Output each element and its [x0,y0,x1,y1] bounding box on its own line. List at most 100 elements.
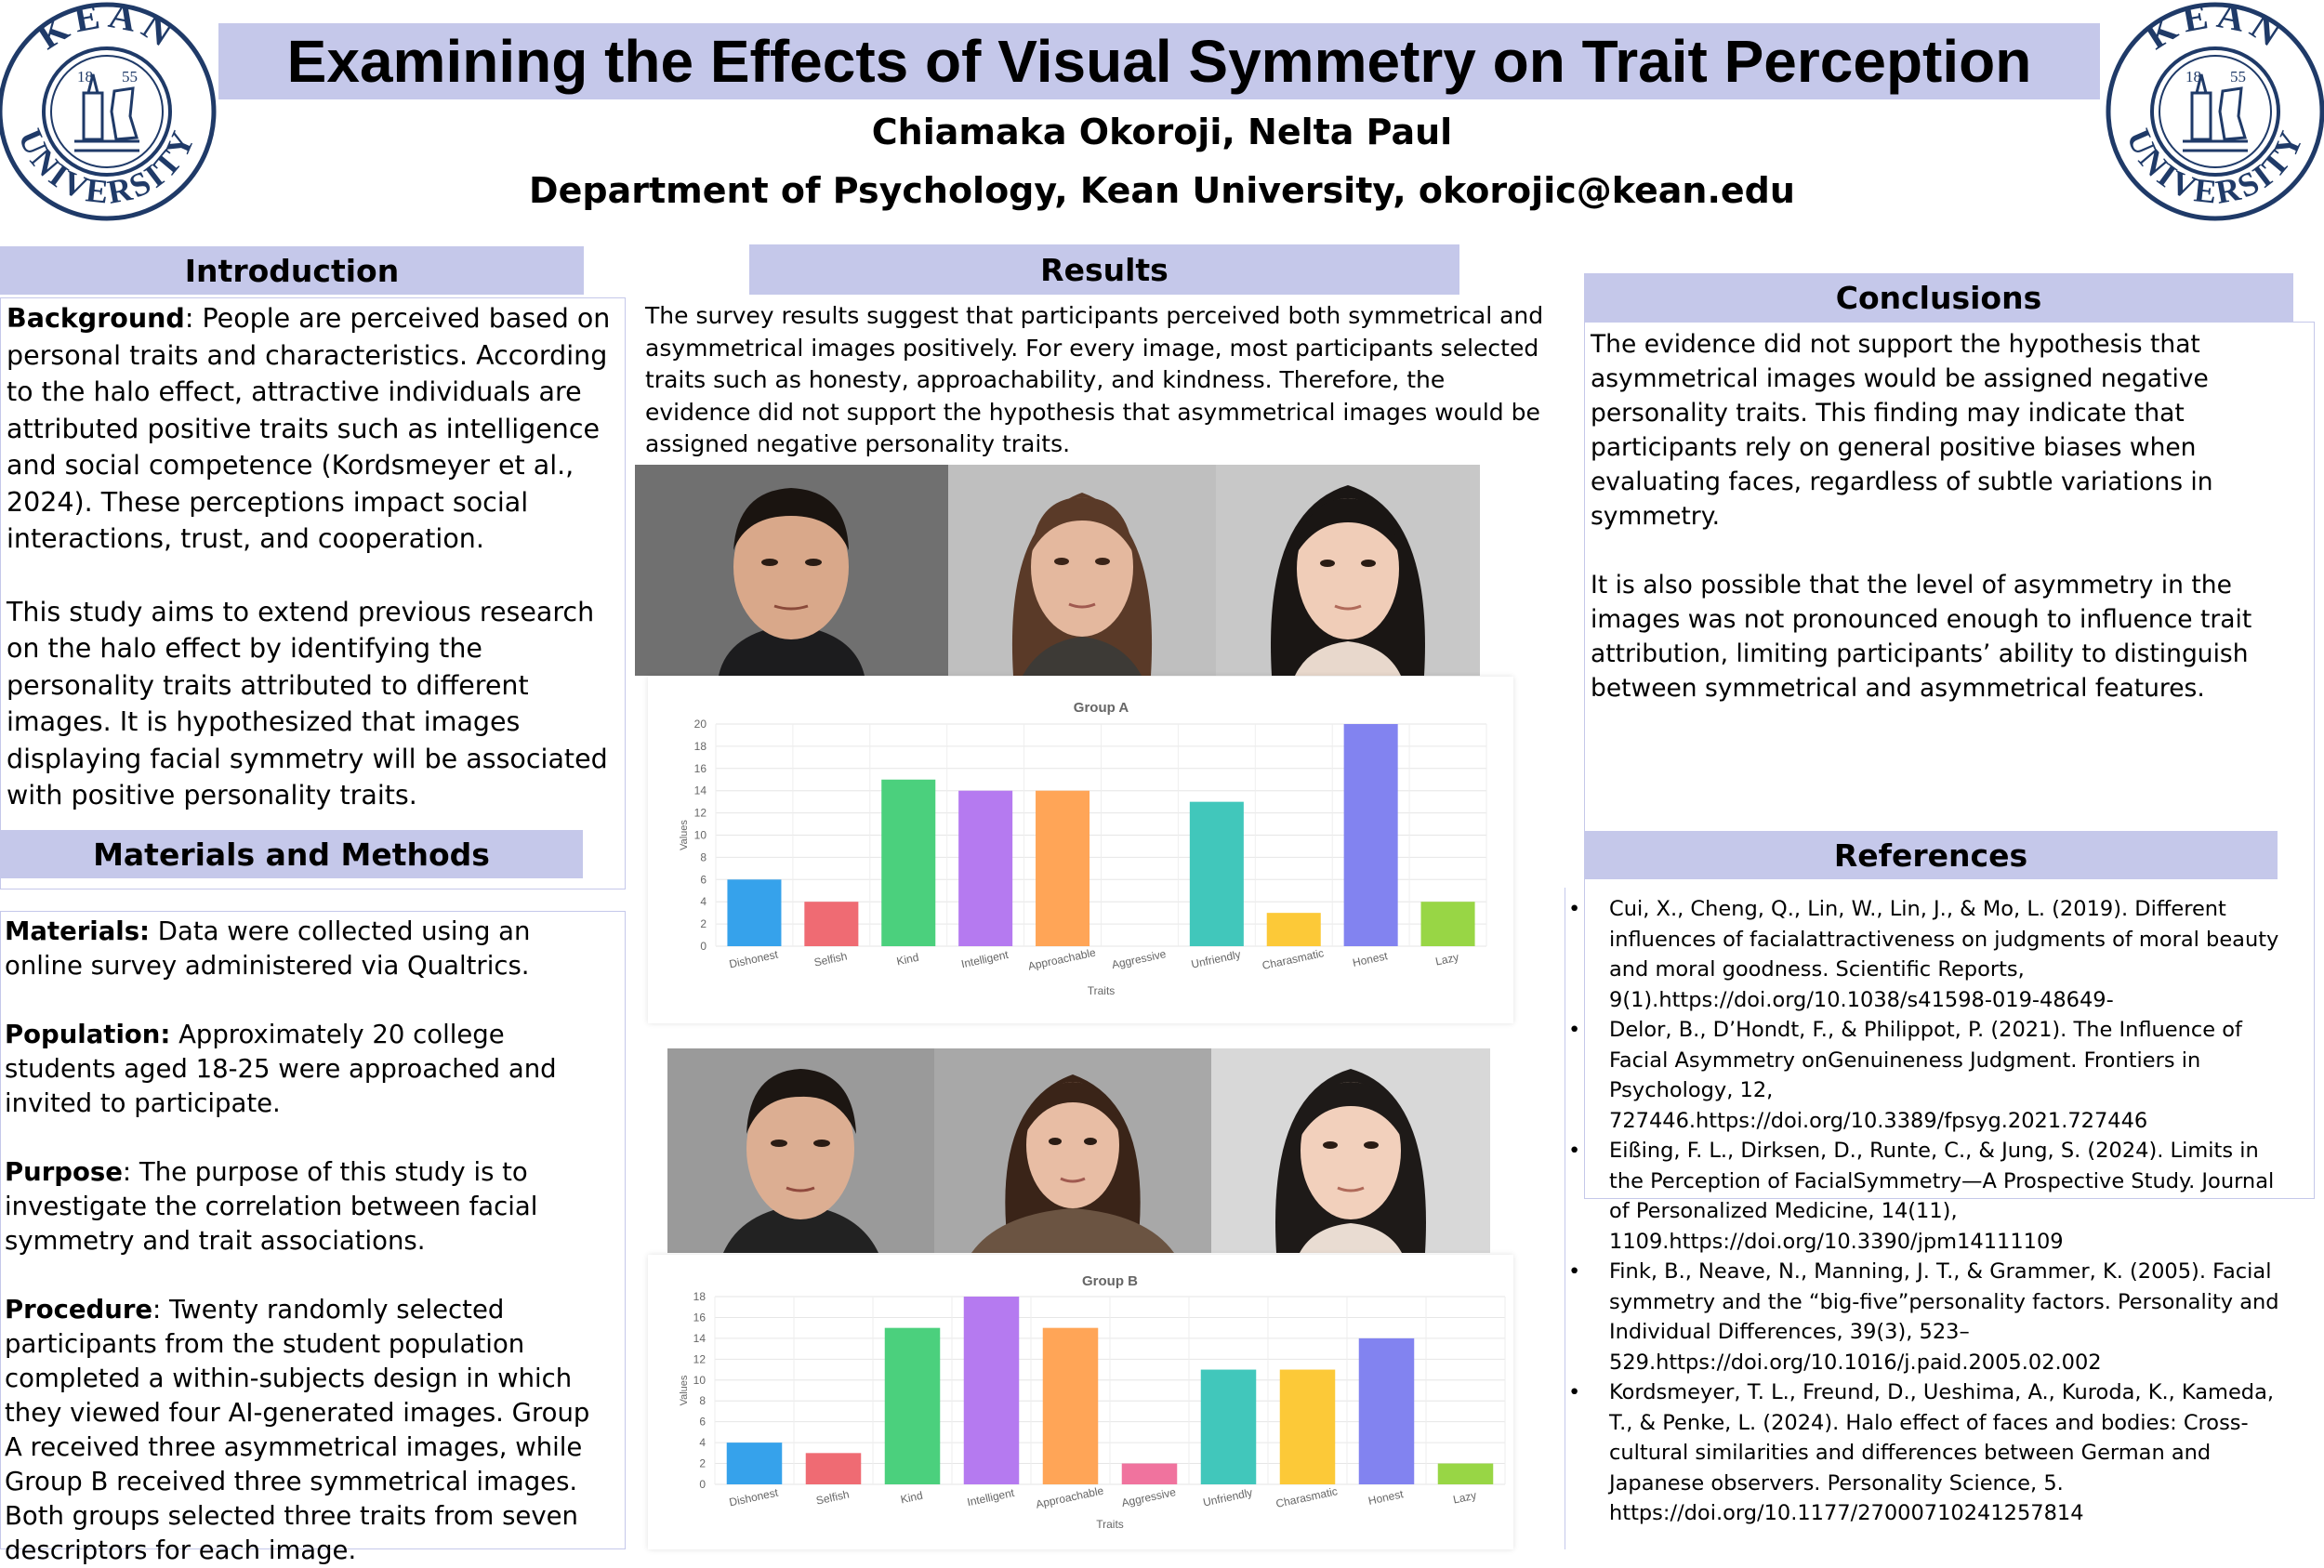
conclusions-para-1: The evidence did not support the hypothe… [1591,330,2213,531]
x-tick-label: Selfish [815,1487,851,1507]
bar-intelligent [958,790,1013,946]
bar-unfriendly [1189,801,1244,946]
poster-authors: Chiamaka Okoroji, Nelta Paul [871,112,1453,152]
group-a-face-2 [948,465,1216,676]
materials-label: Materials: [5,916,151,946]
group-b-face-2 [934,1048,1211,1253]
references-heading: References [1584,831,2278,879]
group-b-face-1 [667,1048,934,1253]
purpose-text: : The purpose of this study is to invest… [5,1157,538,1256]
procedure-label: Procedure [5,1295,153,1324]
bar-dishonest [727,879,782,946]
reference-item: Eißing, F. L., Dirksen, D., Runte, C., &… [1568,1136,2293,1257]
y-tick-label: 4 [700,895,706,908]
x-axis-label: Traits [1096,1518,1124,1531]
group-b-face-3 [1211,1048,1490,1253]
conclusions-body: The evidence did not support the hypothe… [1591,327,2308,705]
chart-title: Group A [1074,700,1129,716]
logo-year-right: 55 [122,68,138,86]
x-axis-label: Traits [1088,984,1116,997]
background-label: Background [7,303,185,334]
y-tick-label: 16 [693,1311,706,1324]
procedure-text: : Twenty randomly selected participants … [5,1295,590,1565]
reference-item: Delor, B., D’Hondt, F., & Philippot, P. … [1568,1015,2293,1136]
conclusions-para-2: It is also possible that the level of as… [1591,571,2252,703]
y-tick-label: 16 [694,762,707,775]
x-tick-label: Charasmatic [1274,1484,1339,1510]
x-tick-label: Selfish [812,949,848,968]
title-banner [218,23,2100,99]
y-tick-label: 8 [699,1394,706,1407]
reference-item: Fink, B., Neave, N., Manning, J. T., & G… [1568,1257,2293,1377]
methods-body: Materials: Data were collected using an … [5,915,614,1568]
x-tick-label: Lazy [1434,951,1460,968]
x-tick-label: Aggressive [1120,1485,1177,1509]
kean-university-logo-right: KEAN UNIVERSITY 18 55 [2106,0,2324,221]
y-tick-label: 18 [694,740,707,753]
group-a-chart-card: 0 2 4 6 8 10 12 14 16 18 20 Dishonest Selfish Kind Int… [648,677,1513,1023]
bar-intelligent [963,1297,1020,1484]
y-tick-label: 12 [694,807,707,820]
x-tick-label: Charasmatic [1261,946,1326,972]
bar-approachable [1036,790,1090,946]
x-tick-label: Aggressive [1111,947,1168,971]
introduction-body: Background: People are perceived based o… [7,300,615,814]
y-tick-label: 0 [699,1478,706,1491]
x-tick-label: Approachable [1035,1483,1105,1510]
x-tick-label: Unfriendly [1190,948,1242,971]
bar-honest [1358,1337,1415,1484]
x-tick-label: Honest [1367,1487,1406,1508]
bar-approachable [1042,1327,1099,1484]
methods-heading: Materials and Methods [0,830,583,878]
materials-text: Data were collected using an online surv… [5,916,531,981]
y-tick-label: 12 [693,1352,706,1365]
reference-item: Kordsmeyer, T. L., Freund, D., Ueshima, … [1568,1377,2293,1529]
results-heading: Results [749,244,1459,295]
y-tick-label: 10 [694,829,707,842]
bar-honest [1343,724,1398,946]
logo-year-right: 55 [2230,68,2246,86]
bar-kind [884,1327,941,1484]
background-text: : People are perceived based on personal… [7,303,611,554]
y-tick-label: 18 [693,1290,706,1303]
bar-lazy [1437,1463,1494,1484]
y-tick-label: 2 [700,917,706,930]
x-tick-label: Unfriendly [1202,1486,1254,1509]
population-text: Approximately 20 college students aged 1… [5,1020,557,1118]
y-tick-label: 14 [693,1332,706,1345]
y-tick-label: 8 [700,850,706,863]
results-text: The survey results suggest that particip… [645,302,1544,457]
chart-title: Group B [1082,1273,1138,1289]
conclusions-heading: Conclusions [1584,273,2293,322]
poster-title: Examining the Effects of Visual Symmetry… [286,28,2032,95]
x-tick-label: Approachable [1027,945,1098,972]
bar-charasmatic [1266,913,1321,946]
introduction-heading: Introduction [0,246,584,295]
y-tick-label: 6 [700,873,706,886]
y-axis-label: Values [679,820,690,850]
kean-university-logo-left: KEAN UNIVERSITY 18 55 [0,0,217,221]
bar-aggressive [1121,1463,1178,1484]
group-a-face-1 [635,465,948,676]
bar-charasmatic [1279,1369,1336,1484]
group-a-face-3 [1216,465,1480,676]
x-tick-label: Kind [895,951,919,968]
x-tick-label: Lazy [1452,1489,1478,1507]
y-axis-label: Values [679,1375,690,1405]
group-b-chart-card: 0 2 4 6 8 10 12 14 16 18 Dishonest Selfish Kind Intel… [648,1255,1513,1549]
y-tick-label: 4 [699,1436,706,1449]
references-list: Cui, X., Cheng, Q., Lin, W., Lin, J., & … [1568,894,2293,1529]
bar-lazy [1420,902,1475,946]
bar-selfish [804,902,859,946]
y-tick-label: 14 [694,784,707,797]
y-tick-label: 20 [694,718,707,731]
logo-year-left: 18 [2185,68,2201,86]
group-a-chart: 0 2 4 6 8 10 12 14 16 18 20 Dishonest Selfish Kind Int… [679,700,1487,997]
bar-selfish [805,1453,862,1484]
introduction-box [0,297,626,889]
population-label: Population: [5,1020,171,1049]
bar-unfriendly [1200,1369,1257,1484]
reference-item: Cui, X., Cheng, Q., Lin, W., Lin, J., & … [1568,894,2293,1015]
y-tick-label: 10 [693,1374,706,1387]
y-tick-label: 6 [699,1416,706,1429]
